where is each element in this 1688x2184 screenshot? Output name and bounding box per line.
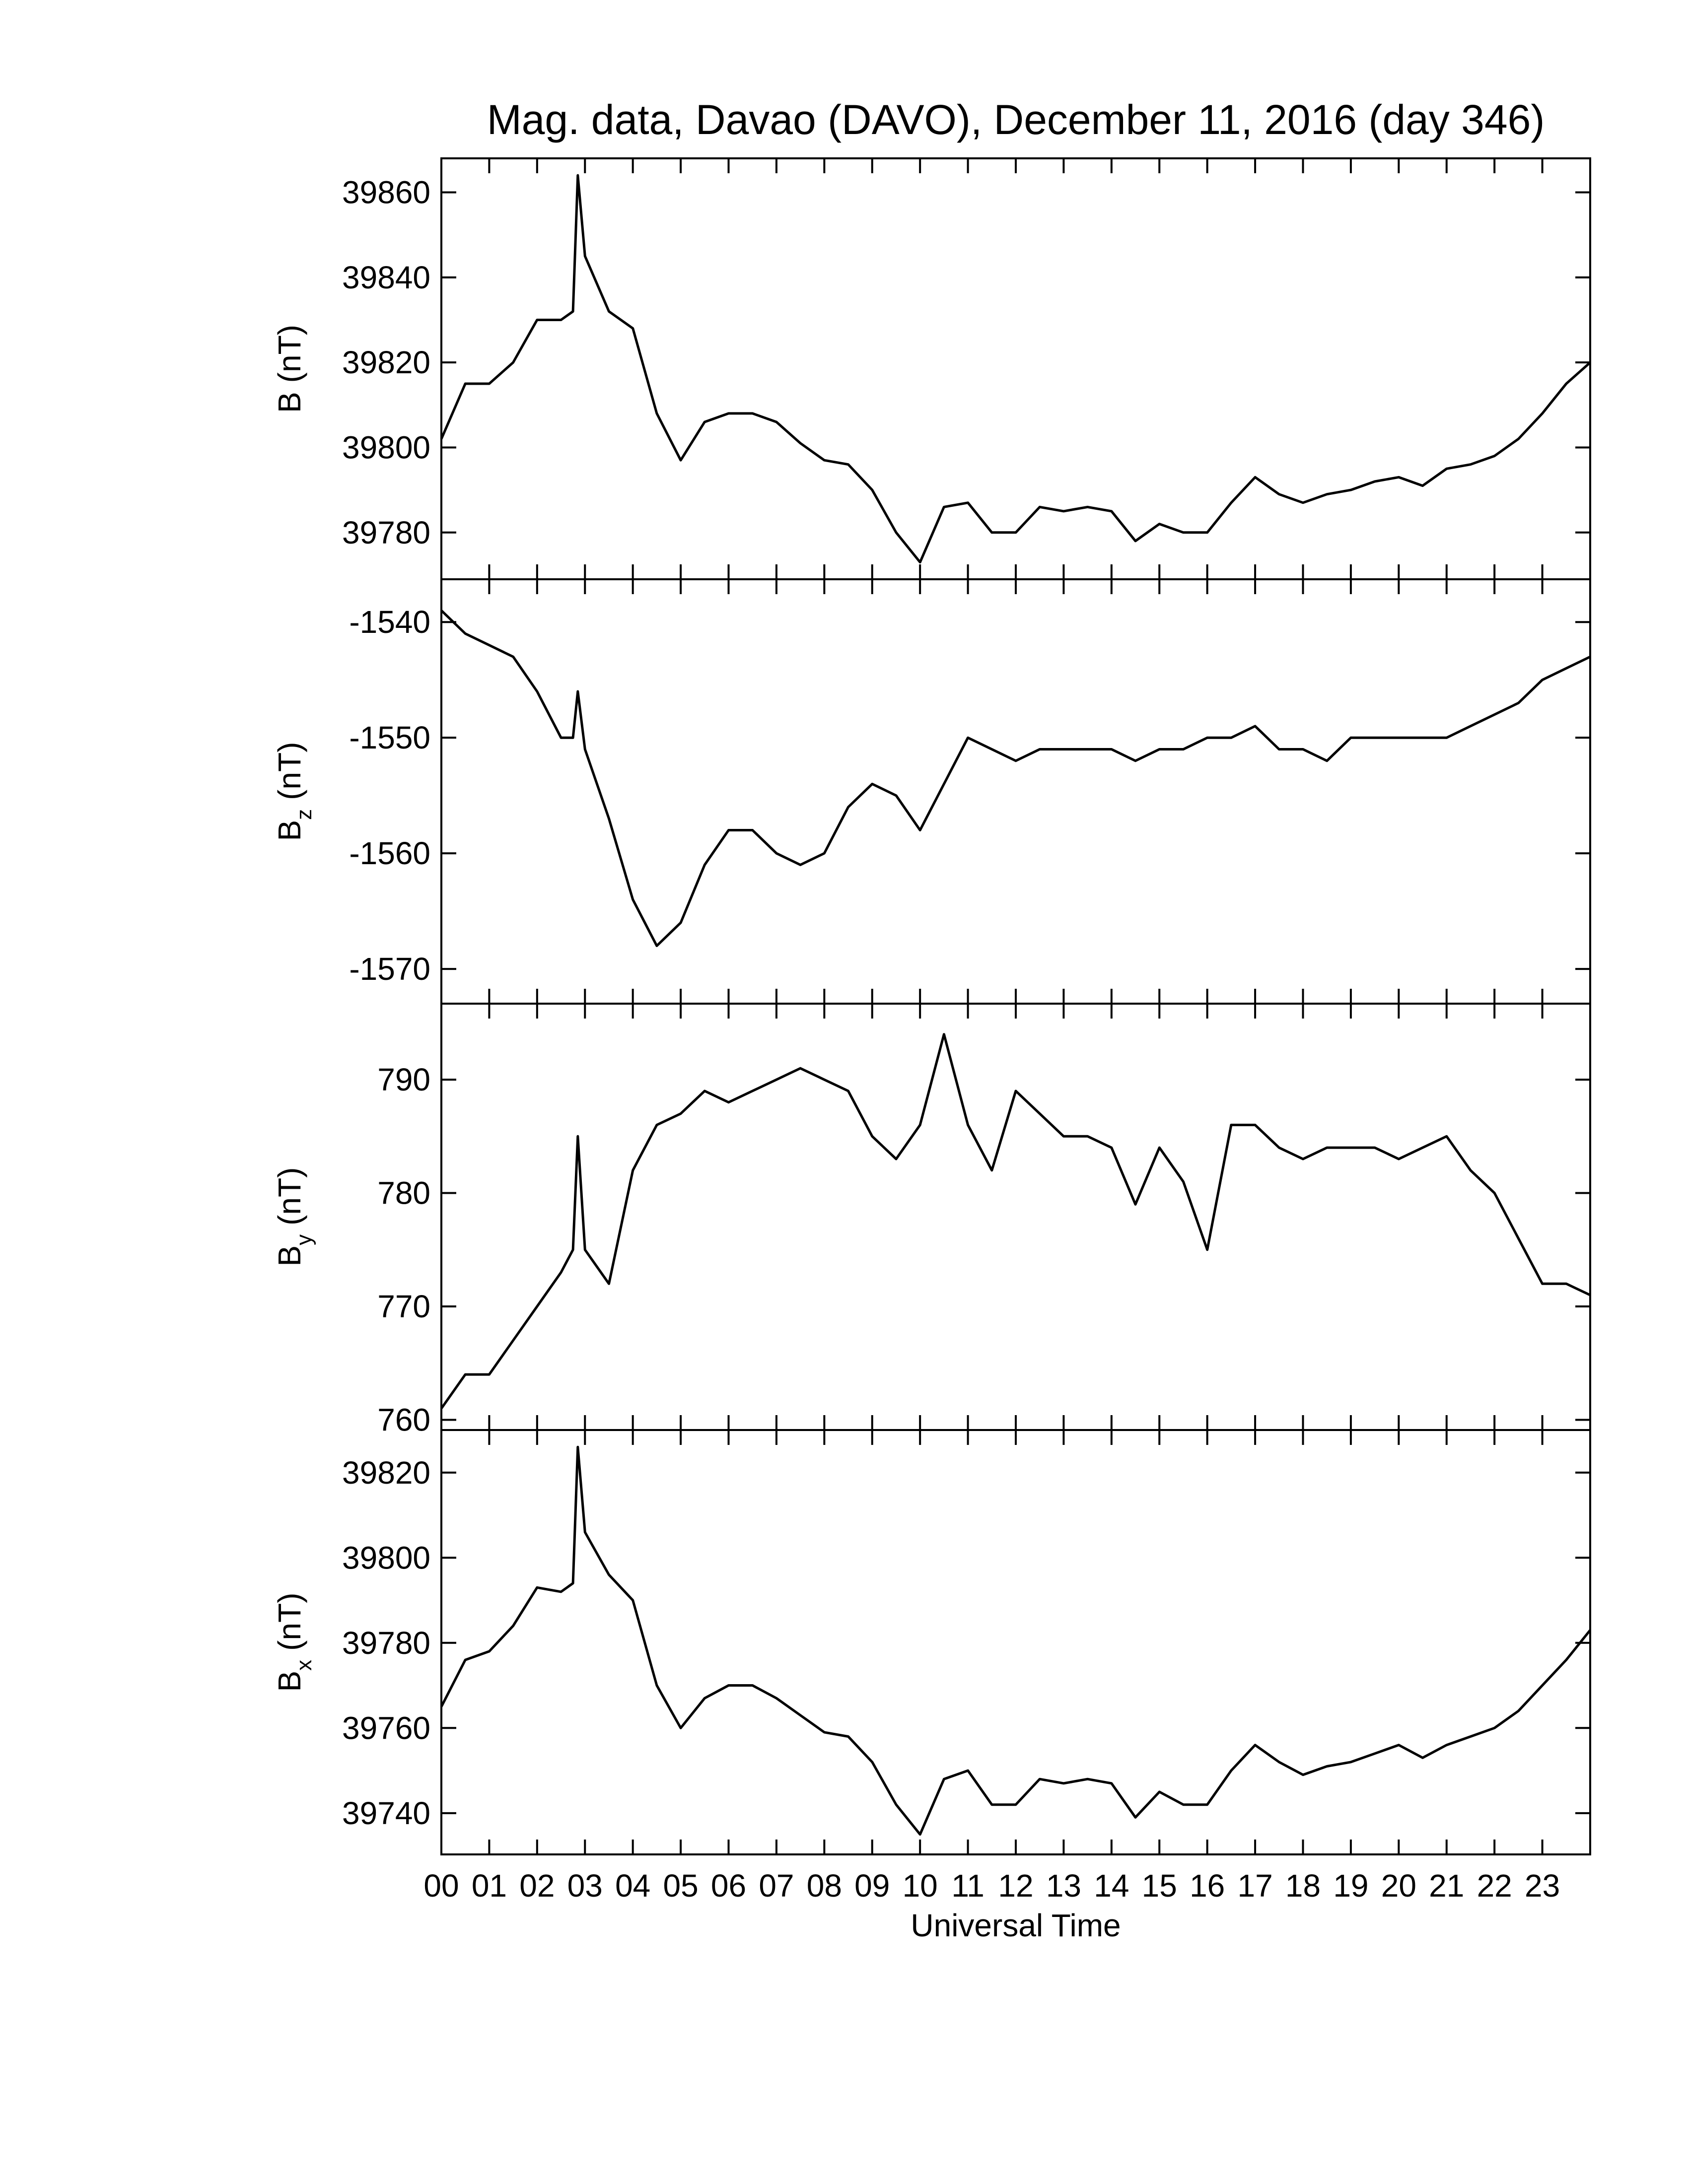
x-tick-label: 17 bbox=[1237, 1868, 1272, 1904]
y-label-unit: (nT) bbox=[272, 1593, 307, 1651]
x-tick-label: 08 bbox=[807, 1868, 842, 1904]
y-tick-label: 780 bbox=[377, 1175, 430, 1211]
y-tick-label: -1550 bbox=[349, 720, 430, 755]
x-tick-label: 15 bbox=[1142, 1868, 1177, 1904]
y-tick-label: 39820 bbox=[342, 1455, 430, 1491]
y-label-symbol: B bbox=[272, 820, 307, 841]
x-axis-label: Universal Time bbox=[911, 1908, 1121, 1943]
y-tick-label: 39800 bbox=[342, 1540, 430, 1575]
data-line bbox=[440, 1445, 1591, 1836]
x-tick-label: 02 bbox=[519, 1868, 555, 1904]
y-tick-label: -1570 bbox=[349, 951, 430, 987]
y-tick-label: 39780 bbox=[342, 515, 430, 550]
x-tick-label: 16 bbox=[1190, 1868, 1225, 1904]
x-tick-label: 20 bbox=[1381, 1868, 1416, 1904]
x-tick-label: 21 bbox=[1429, 1868, 1464, 1904]
chart-title: Mag. data, Davao (DAVO), December 11, 20… bbox=[487, 96, 1545, 143]
y-label-symbol: B bbox=[272, 392, 307, 413]
y-label-unit: (nT) bbox=[272, 325, 307, 383]
y-tick-label: 39740 bbox=[342, 1795, 430, 1831]
y-label-unit: (nT) bbox=[272, 742, 307, 800]
y-axis-label: By (nT) bbox=[272, 1167, 316, 1267]
data-line bbox=[440, 610, 1591, 947]
x-tick-label: 10 bbox=[903, 1868, 938, 1904]
x-tick-label: 12 bbox=[998, 1868, 1033, 1904]
data-line bbox=[440, 1033, 1591, 1410]
x-tick-label: 09 bbox=[854, 1868, 890, 1904]
y-label-subscript: y bbox=[292, 1234, 316, 1245]
x-tick-label: 01 bbox=[472, 1868, 507, 1904]
y-tick-label: 39820 bbox=[342, 344, 430, 380]
y-label-subscript: x bbox=[292, 1660, 316, 1671]
y-axis-label: Bz (nT) bbox=[272, 742, 316, 841]
x-tick-label: 07 bbox=[759, 1868, 794, 1904]
x-tick-label: 18 bbox=[1285, 1868, 1321, 1904]
x-tick-label: 19 bbox=[1333, 1868, 1368, 1904]
x-tick-label: 03 bbox=[567, 1868, 603, 1904]
y-label-subscript: z bbox=[292, 809, 316, 820]
data-line bbox=[440, 174, 1591, 564]
x-tick-label: 11 bbox=[951, 1868, 984, 1904]
y-axis-label: B (nT) bbox=[272, 325, 307, 413]
x-tick-label: 14 bbox=[1094, 1868, 1129, 1904]
y-label-symbol: B bbox=[272, 1671, 307, 1692]
x-tick-label: 04 bbox=[615, 1868, 650, 1904]
y-tick-label: 39760 bbox=[342, 1710, 430, 1746]
x-tick-label: 13 bbox=[1046, 1868, 1081, 1904]
y-tick-label: 39800 bbox=[342, 429, 430, 465]
y-tick-label: 39840 bbox=[342, 260, 430, 295]
y-tick-label: -1560 bbox=[349, 835, 430, 871]
y-tick-label: -1540 bbox=[349, 604, 430, 640]
y-label-symbol: B bbox=[272, 1245, 307, 1267]
y-axis-label: Bx (nT) bbox=[272, 1593, 316, 1692]
x-tick-label: 23 bbox=[1525, 1868, 1560, 1904]
y-tick-label: 790 bbox=[377, 1062, 430, 1097]
y-tick-label: 39860 bbox=[342, 175, 430, 210]
y-tick-label: 39780 bbox=[342, 1625, 430, 1661]
x-tick-label: 05 bbox=[663, 1868, 698, 1904]
x-tick-label: 00 bbox=[423, 1868, 459, 1904]
x-tick-label: 22 bbox=[1477, 1868, 1512, 1904]
y-tick-label: 760 bbox=[377, 1402, 430, 1437]
y-tick-label: 770 bbox=[377, 1289, 430, 1324]
x-tick-label: 06 bbox=[711, 1868, 746, 1904]
y-label-unit: (nT) bbox=[272, 1167, 307, 1226]
